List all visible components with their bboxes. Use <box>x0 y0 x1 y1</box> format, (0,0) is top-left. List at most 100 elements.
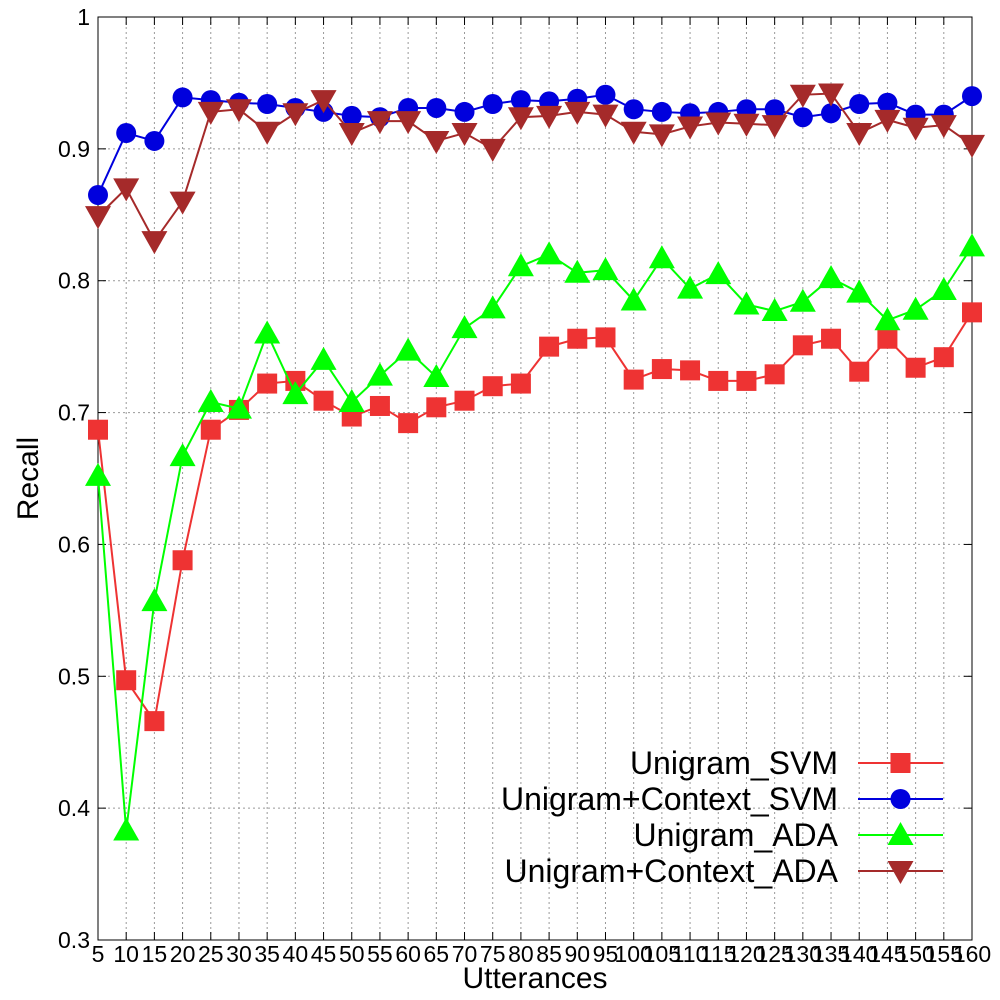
data-point <box>172 87 193 108</box>
data-point <box>761 115 788 139</box>
data-point <box>282 103 309 127</box>
data-point <box>962 86 982 107</box>
data-point <box>116 123 137 144</box>
x-tick-label: 130 <box>784 941 822 967</box>
data-point <box>708 370 729 391</box>
x-tick-label: 30 <box>226 941 252 967</box>
x-tick-label: 5 <box>92 941 105 967</box>
data-point <box>536 241 563 265</box>
data-point <box>792 335 813 356</box>
data-point <box>877 92 898 113</box>
data-point <box>789 84 816 108</box>
y-tick-label: 1 <box>77 4 90 30</box>
x-tick-label: 40 <box>283 941 309 967</box>
data-point <box>225 395 252 419</box>
data-point <box>539 336 560 357</box>
data-point <box>257 94 278 115</box>
data-point <box>933 347 954 368</box>
legend-item: Unigram_SVM <box>630 745 943 781</box>
data-point <box>818 265 845 289</box>
data-point <box>792 107 813 128</box>
data-point <box>482 94 503 115</box>
data-point <box>141 588 168 612</box>
data-point <box>369 395 390 416</box>
data-point <box>338 389 365 413</box>
data-point <box>507 107 534 131</box>
data-point <box>426 397 447 418</box>
x-tick-label: 90 <box>564 941 590 967</box>
data-point <box>877 328 898 349</box>
data-point <box>310 90 337 114</box>
x-tick-label: 115 <box>700 941 737 967</box>
legend-label: Unigram+Context_ADA <box>505 853 839 889</box>
data-point <box>764 99 785 120</box>
y-tick-label: 0.6 <box>58 531 90 557</box>
data-point <box>677 275 704 299</box>
x-tick-label: 35 <box>254 941 280 967</box>
data-point <box>623 369 644 390</box>
x-tick-label: 75 <box>480 941 506 967</box>
y-tick-label: 0.5 <box>58 663 90 689</box>
data-point <box>426 97 447 118</box>
x-tick-label: 15 <box>142 941 168 967</box>
data-point <box>172 550 193 571</box>
data-point <box>905 357 926 378</box>
data-point <box>930 115 957 139</box>
data-point <box>366 362 393 386</box>
legend-item: Unigram+Context_ADA <box>505 853 943 889</box>
data-point <box>310 346 337 370</box>
data-point <box>705 261 732 285</box>
series-Unigram+Context_ADA <box>85 83 985 255</box>
data-point <box>225 99 252 123</box>
data-point <box>169 443 196 467</box>
data-point <box>113 178 140 202</box>
legend-item: Unigram+Context_SVM <box>501 781 943 817</box>
series-layer <box>85 83 985 841</box>
data-point <box>651 359 672 380</box>
data-point <box>313 390 334 411</box>
x-tick-label: 45 <box>311 941 337 967</box>
data-point <box>282 381 309 405</box>
legend-marker <box>887 822 914 845</box>
data-point <box>479 295 506 319</box>
data-point <box>366 111 393 135</box>
series-line <box>97 311 973 724</box>
data-point <box>849 94 870 115</box>
data-point <box>902 296 929 320</box>
data-point <box>113 817 140 841</box>
data-point <box>395 337 422 361</box>
data-point <box>736 370 757 391</box>
data-point <box>395 111 422 135</box>
data-point <box>764 364 785 385</box>
data-point <box>479 138 506 162</box>
x-tick-label: 150 <box>896 941 934 967</box>
data-point <box>902 117 929 141</box>
data-point <box>454 101 475 122</box>
data-point <box>595 84 616 105</box>
data-point <box>846 279 873 303</box>
data-point <box>705 112 732 136</box>
data-point <box>338 123 365 147</box>
data-point <box>254 320 281 344</box>
data-point <box>592 104 619 128</box>
x-tick-label: 110 <box>672 941 709 967</box>
x-tick-label: 25 <box>198 941 224 967</box>
series-line <box>97 92 973 244</box>
x-tick-label: 80 <box>508 941 534 967</box>
x-tick-label: 95 <box>593 941 619 967</box>
data-point <box>451 315 478 339</box>
legend-marker <box>890 753 911 773</box>
data-point <box>874 307 901 331</box>
legend-item: Unigram_ADA <box>633 817 943 853</box>
series-Unigram_ADA <box>85 233 985 841</box>
data-point <box>733 291 760 315</box>
data-point <box>197 389 224 413</box>
data-point <box>648 245 675 269</box>
data-point <box>423 130 450 154</box>
data-point <box>930 276 957 300</box>
axis-ticks: 5 10 15 20 25 30 35 40 45 50 55 60 65 70 75 80 85 90 95100… <box>58 4 991 967</box>
x-tick-label: 50 <box>339 941 365 967</box>
x-tick-label: 60 <box>395 941 421 967</box>
data-point <box>959 233 985 257</box>
